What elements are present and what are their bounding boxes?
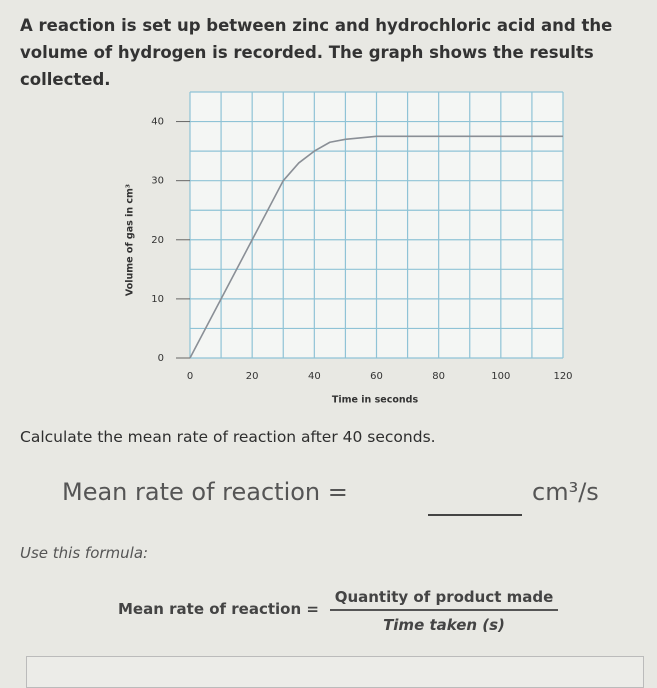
formula-intro: Use this formula:	[20, 544, 149, 562]
y-tick-label: 0	[158, 353, 164, 364]
intro-text: A reaction is set up between zinc and hy…	[20, 16, 613, 89]
x-tick-label: 60	[370, 371, 383, 382]
question: Calculate the mean rate of reaction afte…	[20, 428, 436, 446]
data-line	[189, 135, 563, 359]
answer-box[interactable]	[26, 656, 644, 688]
y-axis-label: Volume of gas in cm³	[125, 184, 136, 296]
formula-label: Mean rate of reaction =	[118, 600, 319, 618]
y-tick-label: 10	[151, 294, 164, 305]
y-tick-label: 30	[151, 176, 164, 187]
x-tick-label: 80	[432, 371, 445, 382]
answer-label: Mean rate of reaction =	[62, 478, 348, 506]
answer-blank[interactable]	[428, 514, 522, 516]
y-tick-label: 20	[151, 235, 164, 246]
x-tick-label: 40	[308, 371, 321, 382]
x-tick-label: 0	[187, 371, 193, 382]
answer-unit: cm³/s	[532, 478, 599, 506]
formula-numerator: Quantity of product made	[330, 588, 558, 611]
chart: Time in seconds Volume of gas in cm³ 0 20…	[125, 91, 573, 406]
formula-denominator: Time taken (s)	[383, 616, 505, 634]
y-tick-label: 40	[151, 117, 164, 128]
x-tick-label: 20	[246, 371, 259, 382]
x-tick-label: 120	[553, 371, 572, 382]
x-tick-label: 100	[491, 371, 510, 382]
x-axis-label: Time in seconds	[332, 395, 419, 406]
